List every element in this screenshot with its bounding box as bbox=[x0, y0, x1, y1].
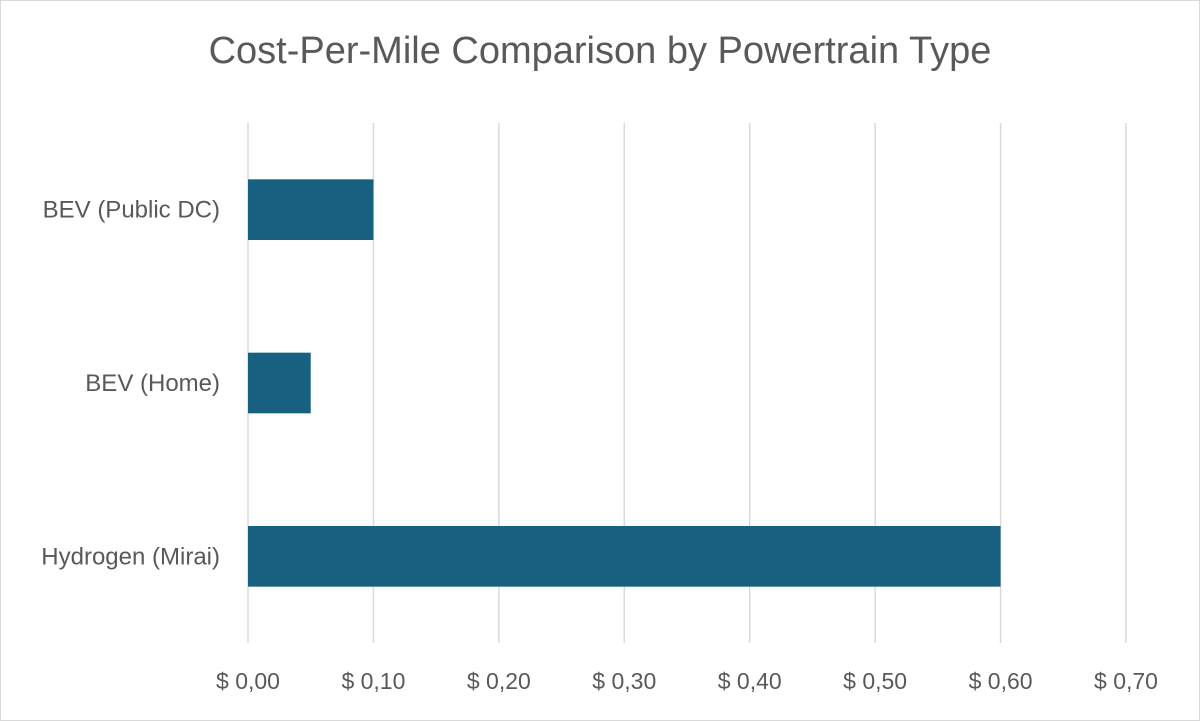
x-tick-label: $ 0,70 bbox=[1094, 668, 1158, 694]
bar bbox=[248, 179, 374, 240]
category-label: BEV (Home) bbox=[85, 370, 220, 397]
x-tick-labels: $ 0,00 $ 0,10 $ 0,20 $ 0,30 $ 0,40 $ 0,50 $ 0,… bbox=[216, 668, 1158, 694]
x-tick-label: $ 0,10 bbox=[341, 668, 405, 694]
x-tick-label: $ 0,40 bbox=[718, 668, 782, 694]
x-tick-label: $ 0,60 bbox=[969, 668, 1033, 694]
bar bbox=[248, 526, 1001, 587]
bar bbox=[248, 352, 311, 414]
category-labels: BEV (Public DC) BEV (Home) Hydrogen (Mirai… bbox=[41, 197, 220, 571]
x-tick-label: $ 0,00 bbox=[216, 668, 280, 694]
category-label: BEV (Public DC) bbox=[43, 197, 220, 224]
bars bbox=[248, 179, 1001, 587]
x-tick-label: $ 0,50 bbox=[843, 668, 907, 694]
category-label: Hydrogen (Mirai) bbox=[41, 543, 220, 570]
x-tick-label: $ 0,30 bbox=[592, 668, 656, 694]
chart-title: Cost-Per-Mile Comparison by Powertrain T… bbox=[208, 30, 992, 72]
x-tick-label: $ 0,20 bbox=[467, 668, 531, 694]
